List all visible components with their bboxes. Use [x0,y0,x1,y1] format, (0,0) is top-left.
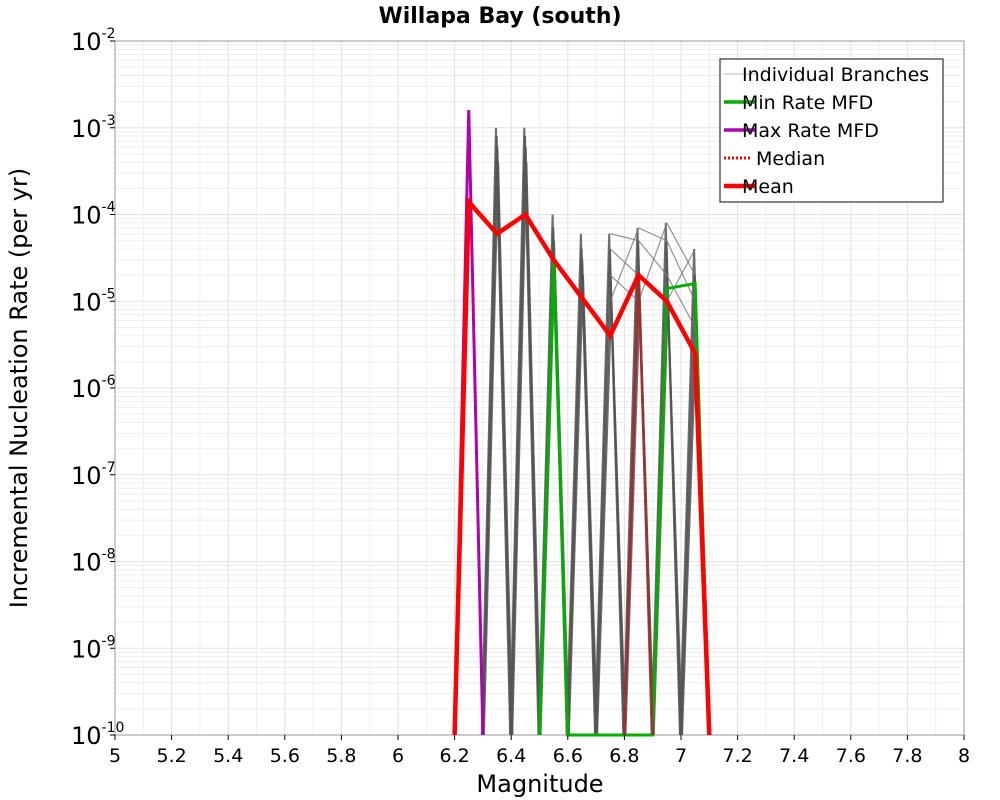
branch-line [638,227,668,242]
branch-line [609,227,640,302]
x-tick-label: 7 [675,745,687,767]
series-layer [452,110,712,737]
branch-line [609,248,639,276]
y-tick-label: 10-4 [71,200,116,230]
x-tick-label: 6.8 [609,745,639,767]
x-tick-label: 5 [109,745,121,767]
x-tick-label: 5.8 [326,745,356,767]
x-tick-label: 7.2 [722,745,752,767]
branch-line [666,240,696,302]
y-tick-label: 10-3 [71,113,116,143]
x-tick-label: 5.2 [156,745,186,767]
branch-line [637,222,668,302]
legend-item-label: Max Rate MFD [742,120,879,142]
chart-title: Willapa Bay (south) [378,4,621,29]
y-tick-label: 10-2 [71,26,116,56]
x-tick-label: 7.6 [836,745,866,767]
branch-line [666,274,696,328]
y-tick-label: 10-7 [71,460,116,490]
branch-line [638,240,668,276]
legend-item-label: Min Rate MFD [742,92,873,114]
branch-line [609,274,639,302]
branch-line [596,301,627,736]
y-ticks: 10-10 10-9 10-8 10-7 10-6 10-5 10-4 10-3 10-2 [71,26,124,750]
branch-line [567,275,599,736]
x-tick-label: 8 [958,745,970,767]
branch-line [666,222,696,276]
x-tick-label: 6.6 [553,745,583,767]
branch-line [482,162,514,736]
legend: Individual Branches Min Rate MFD Max Rate … [719,58,944,203]
x-tick-label: 6 [392,745,404,767]
x-axis-label: Magnitude [476,770,603,798]
x-tick-label: 6.4 [496,745,526,767]
x-tick-label: 5.4 [213,745,243,767]
branch-line [511,162,542,736]
x-tick-label: 6.2 [439,745,469,767]
x-ticks: 5 5.2 5.4 5.6 5.8 6 6.2 6.4 6.6 6.8 7 7.2 7.4 7.6 7.8 8 [109,735,970,767]
x-tick-label: 7.4 [779,745,809,767]
branch-line [666,248,696,302]
y-tick-label: 10-6 [71,373,116,403]
legend-item-label: Individual Branches [742,64,929,86]
x-tick-label: 7.8 [892,745,922,767]
mean-line [452,196,712,736]
y-tick-label: 10-5 [71,286,116,316]
y-tick-label: 10-8 [71,547,116,577]
legend-box [719,58,944,203]
x-tick-label: 5.6 [270,745,300,767]
y-tick-label: 10-10 [71,720,124,750]
y-tick-label: 10-9 [71,633,116,663]
legend-item-label: Median [756,148,825,170]
y-axis-label: Incremental Nucleation Rate (per yr) [5,168,33,608]
legend-item-label: Mean [742,176,794,198]
